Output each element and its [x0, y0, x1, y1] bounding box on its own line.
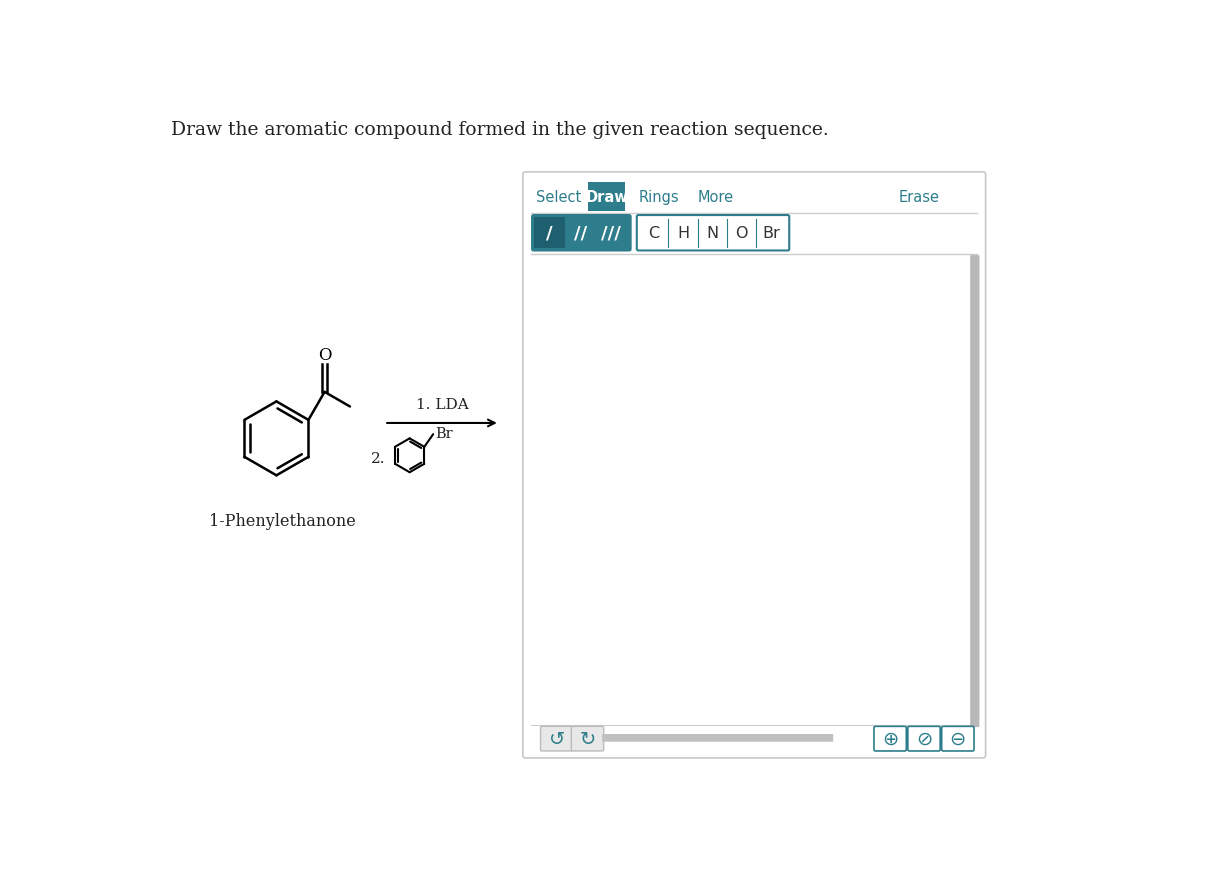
- Text: Erase: Erase: [899, 189, 940, 205]
- Text: ⊖: ⊖: [950, 729, 966, 748]
- Text: Br: Br: [761, 226, 780, 241]
- FancyBboxPatch shape: [541, 726, 573, 751]
- Bar: [535, 218, 565, 249]
- FancyBboxPatch shape: [873, 726, 907, 751]
- Text: ↺: ↺: [548, 729, 565, 748]
- FancyBboxPatch shape: [602, 734, 833, 742]
- FancyBboxPatch shape: [532, 216, 631, 251]
- Text: 2.: 2.: [371, 451, 386, 465]
- Text: ///: ///: [601, 224, 621, 242]
- FancyBboxPatch shape: [971, 255, 979, 727]
- FancyBboxPatch shape: [908, 726, 940, 751]
- Text: ⊕: ⊕: [882, 729, 898, 748]
- Text: ⊘: ⊘: [915, 729, 933, 748]
- Text: O: O: [318, 346, 331, 363]
- Text: O: O: [736, 226, 748, 241]
- FancyBboxPatch shape: [589, 182, 626, 212]
- Text: ↻: ↻: [579, 729, 596, 748]
- Text: Rings: Rings: [638, 189, 679, 205]
- Text: /: /: [547, 224, 553, 242]
- Text: C: C: [648, 226, 659, 241]
- Text: 1. LDA: 1. LDA: [415, 398, 468, 412]
- Text: More: More: [697, 189, 733, 205]
- Text: Draw the aromatic compound formed in the given reaction sequence.: Draw the aromatic compound formed in the…: [171, 121, 829, 139]
- FancyBboxPatch shape: [572, 726, 604, 751]
- Text: Draw: Draw: [585, 189, 628, 205]
- Text: Br: Br: [435, 427, 453, 441]
- FancyBboxPatch shape: [941, 726, 975, 751]
- Text: //: //: [574, 224, 588, 242]
- Text: N: N: [706, 226, 718, 241]
- FancyBboxPatch shape: [522, 173, 986, 758]
- FancyBboxPatch shape: [637, 216, 790, 251]
- Text: 1-Phenylethanone: 1-Phenylethanone: [209, 512, 356, 529]
- Text: Select: Select: [536, 189, 582, 205]
- Text: H: H: [676, 226, 689, 241]
